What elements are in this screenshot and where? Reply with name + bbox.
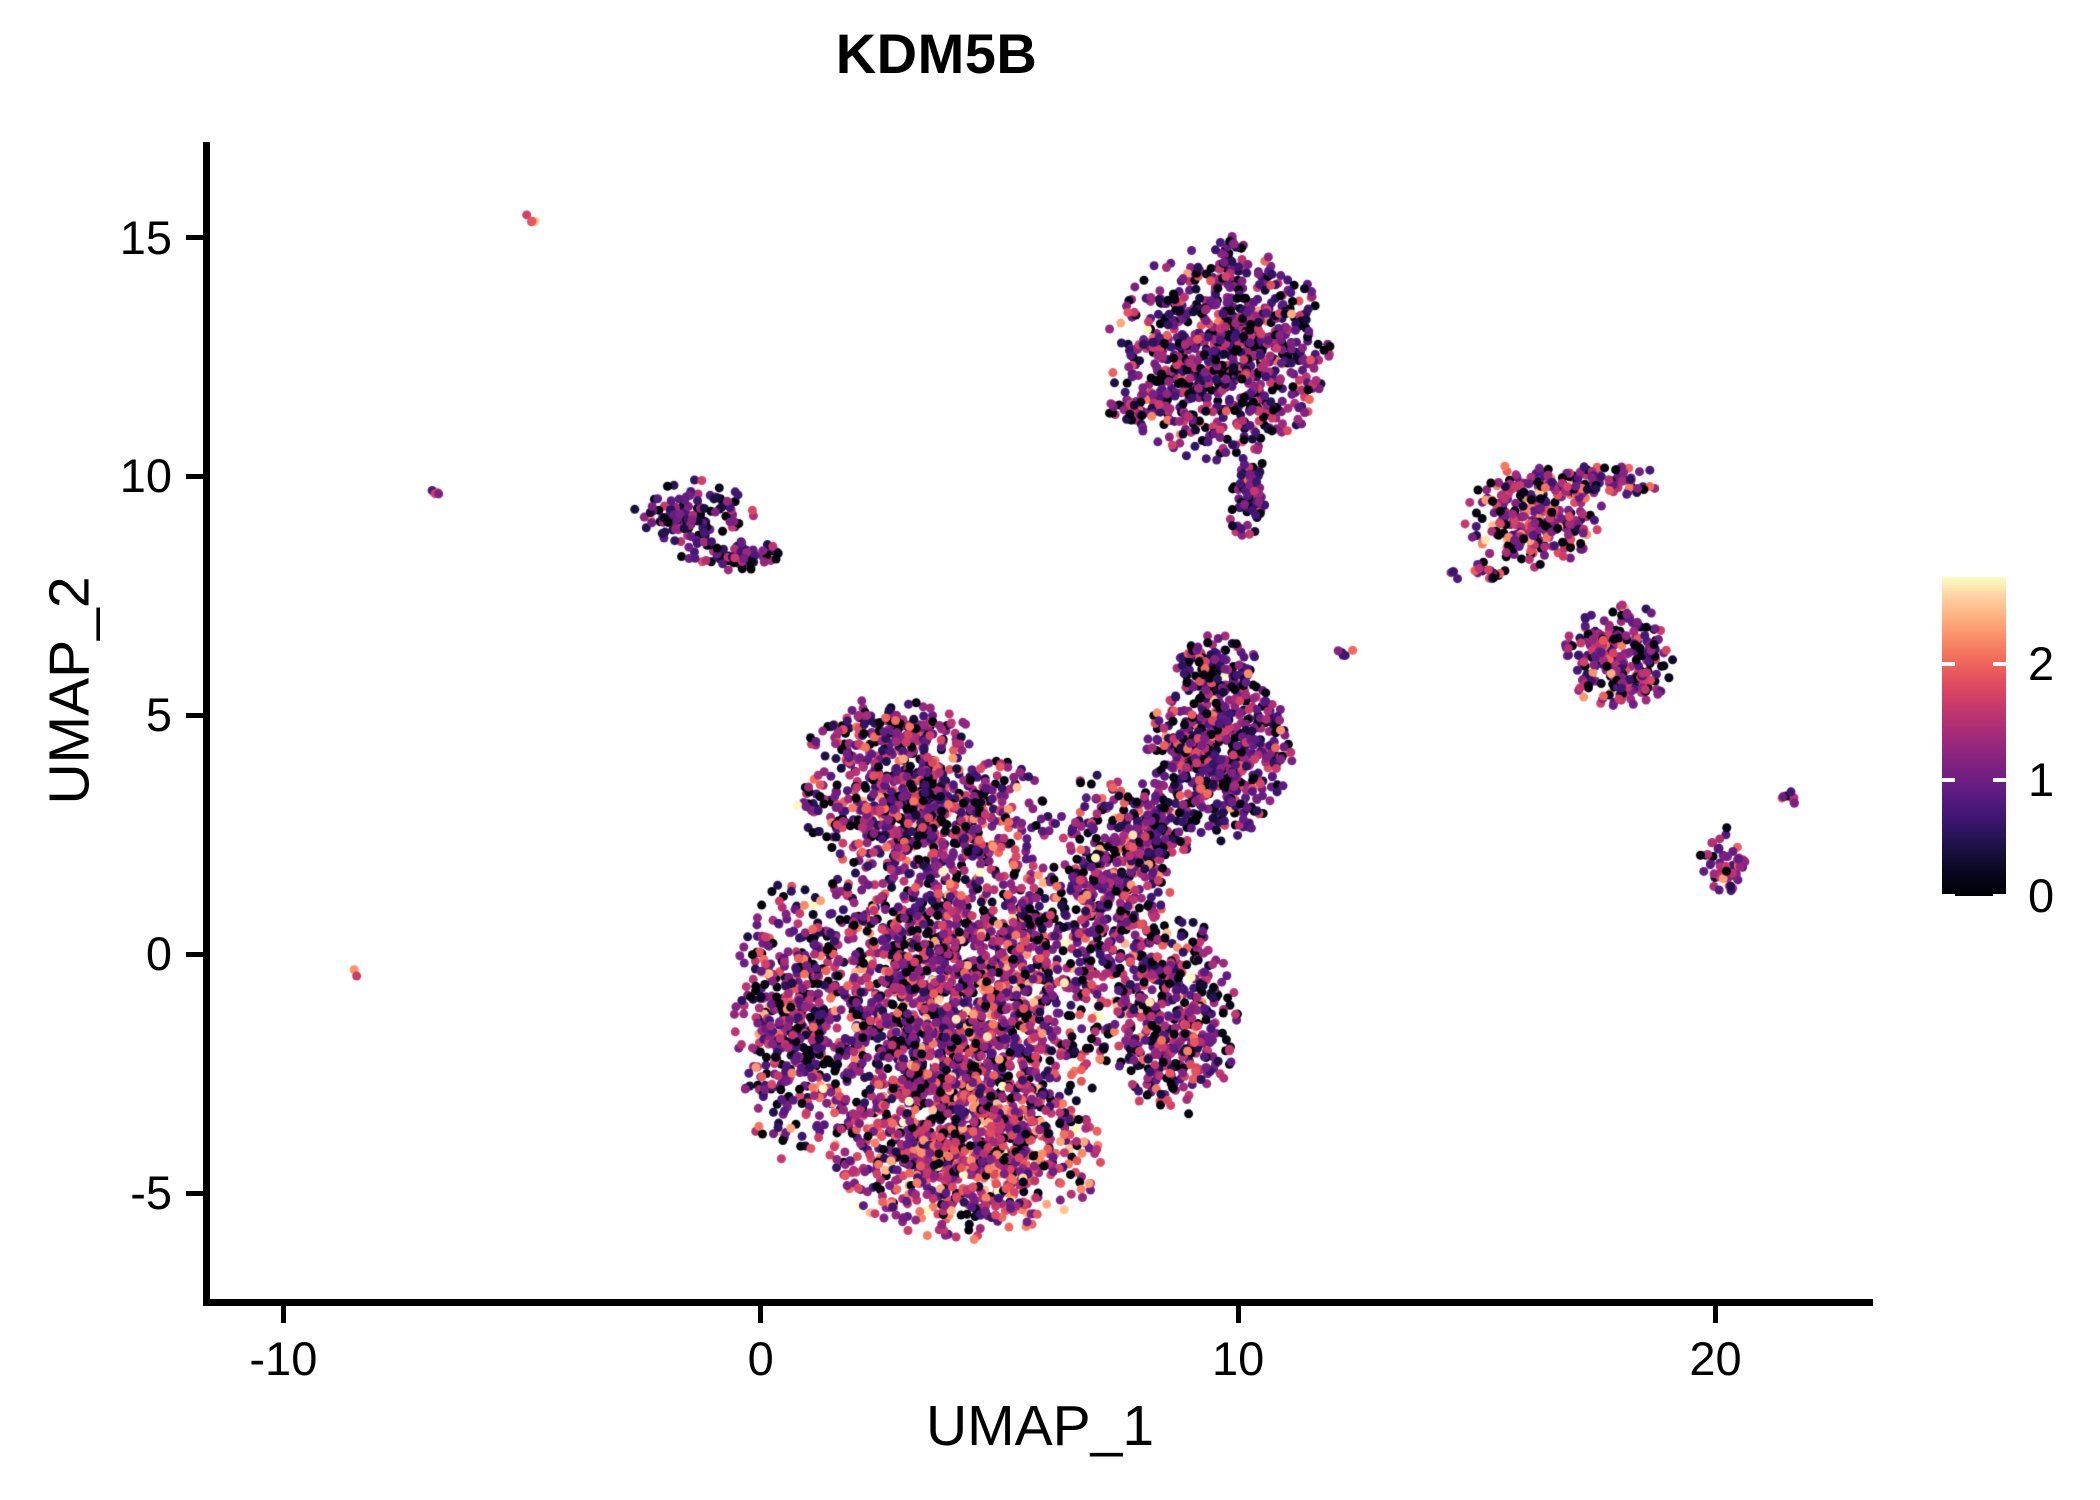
colorbar-tick-mark (1993, 894, 2006, 898)
x-tick-mark (1712, 1306, 1718, 1323)
x-tick-mark (1235, 1306, 1241, 1323)
page-title: KDM5B (835, 22, 1038, 85)
colorbar-tick-mark (1942, 662, 1955, 666)
colorbar-gradient (1942, 577, 2006, 896)
x-axis-line (203, 1299, 1873, 1306)
y-tick-label: -5 (130, 1166, 172, 1220)
colorbar-tick-label: 1 (2028, 753, 2055, 806)
y-axis-title: UMAP_2 (37, 576, 102, 805)
colorbar-tick-mark (1942, 778, 1955, 782)
y-tick-mark (186, 235, 203, 241)
y-tick-mark (186, 951, 203, 957)
y-tick-label: 10 (119, 449, 172, 503)
x-tick-label: 10 (1211, 1332, 1265, 1385)
x-tick-label: 0 (747, 1332, 774, 1385)
colorbar-tick-mark (1993, 778, 2006, 782)
x-tick-mark (280, 1306, 286, 1323)
colorbar-tick-mark (1993, 662, 2006, 666)
scatter-points-layer (207, 142, 1873, 1303)
y-tick-mark (186, 712, 203, 718)
y-tick-mark (186, 473, 203, 479)
y-axis-line (203, 142, 210, 1306)
y-tick-label: 0 (145, 927, 172, 981)
scatter-plot-panel (207, 142, 1873, 1303)
x-tick-label: 20 (1689, 1332, 1742, 1385)
colorbar-tick-label: 0 (2028, 869, 2055, 922)
x-tick-label: -10 (249, 1332, 318, 1385)
colorbar-tick-label: 2 (2028, 637, 2055, 690)
y-tick-label: 15 (119, 210, 172, 264)
x-tick-mark (758, 1306, 764, 1323)
y-tick-mark (186, 1190, 203, 1196)
y-tick-label: 5 (145, 688, 172, 742)
x-axis-title: UMAP_1 (925, 1394, 1155, 1458)
colorbar-tick-mark (1942, 894, 1955, 898)
